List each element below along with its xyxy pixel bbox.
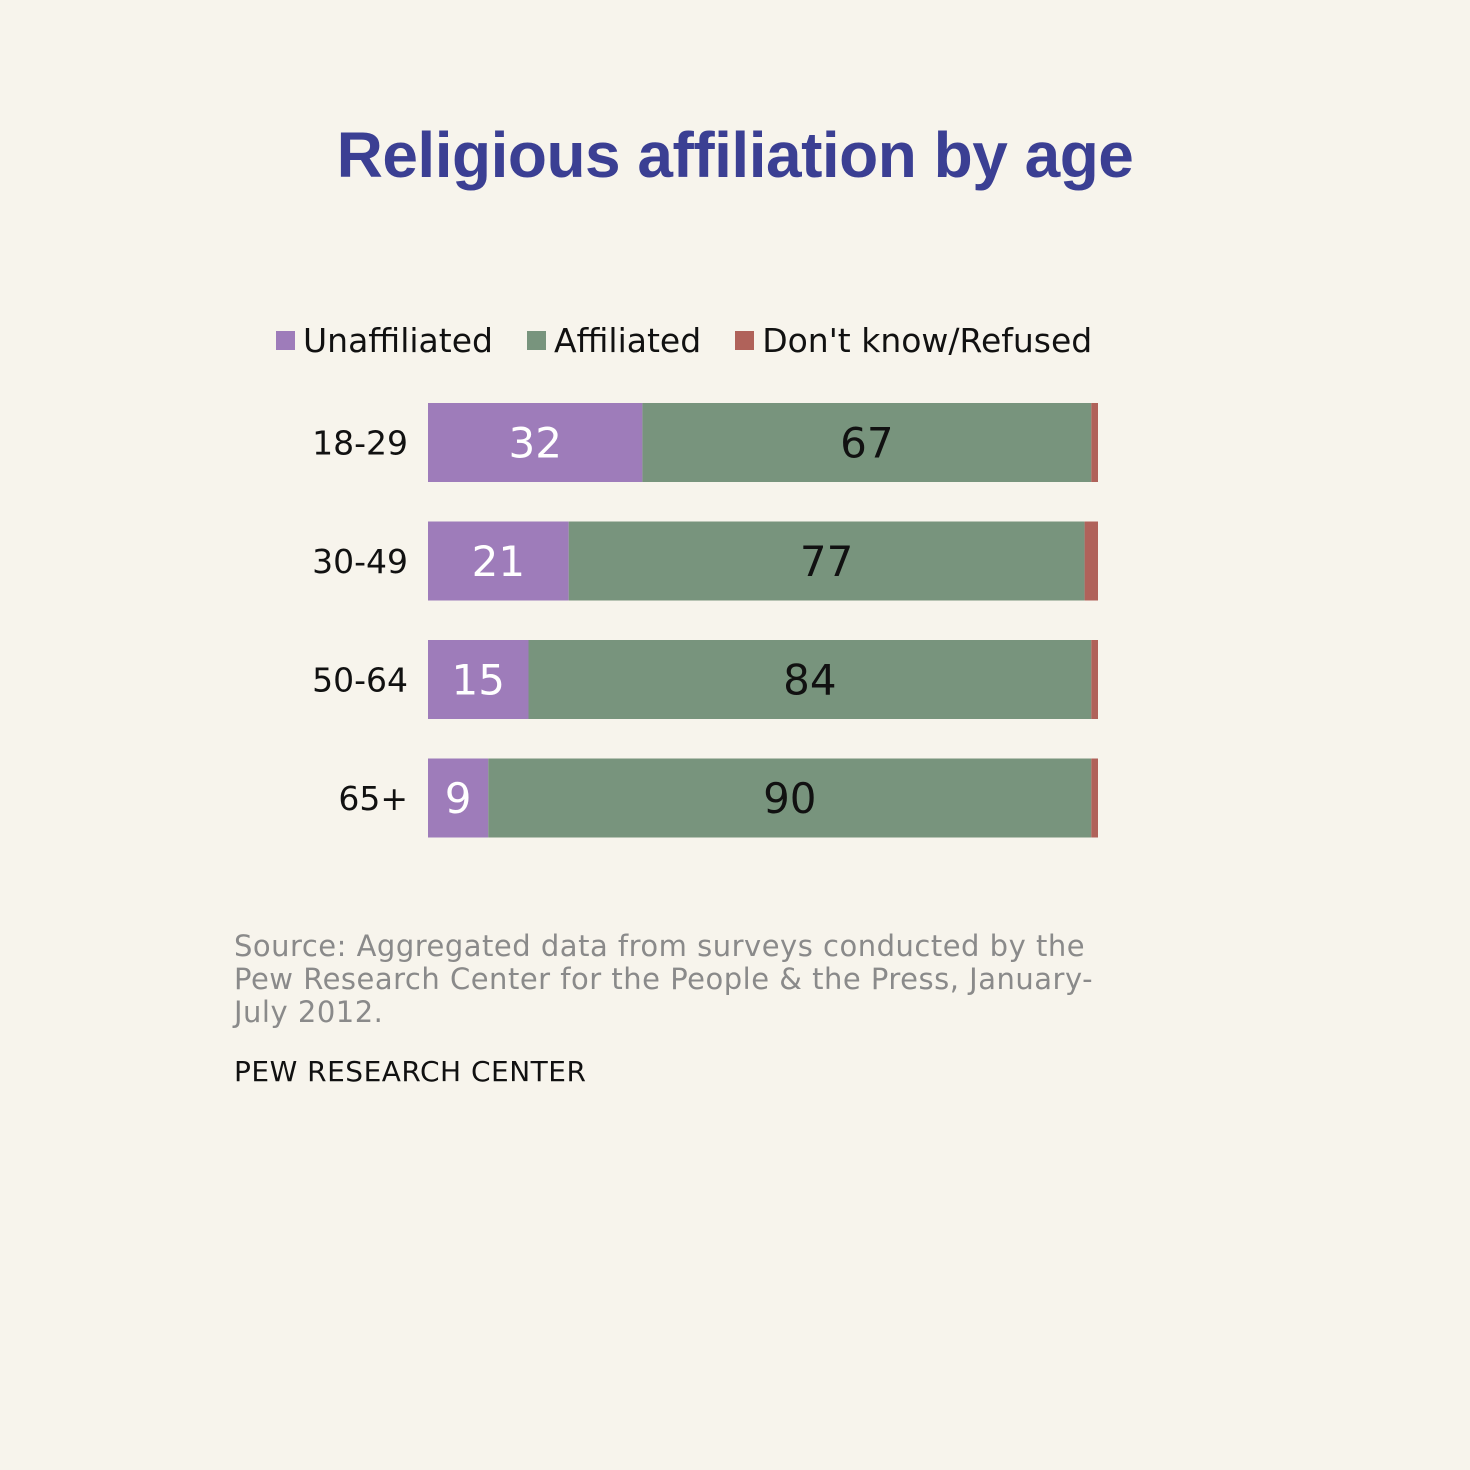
legend-swatch-unaffiliated [276, 330, 295, 350]
bar-segment [428, 758, 489, 838]
legend: Unaffiliated Affiliated Don't know/Refus… [276, 318, 1092, 362]
bar-segment [428, 640, 529, 719]
category-label: 30-49 [312, 542, 408, 581]
legend-label-affiliated: Affiliated [553, 320, 702, 360]
chart-title: Religious affiliation by age [336, 119, 1134, 191]
legend-swatch-dont-know [735, 330, 755, 350]
bar-segment [428, 403, 643, 482]
legend-item-unaffiliated: Unaffiliated [276, 321, 493, 360]
category-label: 18-29 [312, 424, 408, 463]
bar-segment [1091, 758, 1098, 838]
legend-item-dont-know: Don't know/Refused [735, 321, 1092, 360]
data-label: 9 [445, 774, 472, 823]
bar-segment [642, 403, 1092, 482]
data-label: 84 [783, 656, 836, 705]
bar-segment [1091, 403, 1098, 482]
category-label: 50-64 [312, 661, 408, 700]
bar-segment [1091, 640, 1098, 719]
bar-segment [428, 521, 569, 601]
data-label: 90 [763, 774, 816, 823]
legend-swatch-affiliated [526, 330, 546, 350]
legend-item-affiliated: Affiliated [526, 320, 702, 360]
bar-segment [568, 521, 1085, 601]
data-label: 21 [472, 537, 525, 586]
legend-label-dont-know: Don't know/Refused [762, 320, 1093, 360]
bar-segment [488, 758, 1092, 838]
bar-segment [1084, 521, 1098, 601]
source-note: Source: Aggregated data from surveys con… [234, 929, 1094, 1029]
data-label: 67 [840, 419, 893, 468]
category-label: 65+ [338, 779, 408, 818]
data-label: 77 [800, 537, 853, 586]
data-label: 32 [508, 419, 561, 468]
legend-label-unaffiliated: Unaffiliated [303, 320, 493, 360]
bar-segment [528, 640, 1092, 719]
data-label: 15 [452, 656, 505, 705]
footer-credit: PEW RESEARCH CENTER [234, 1055, 587, 1088]
